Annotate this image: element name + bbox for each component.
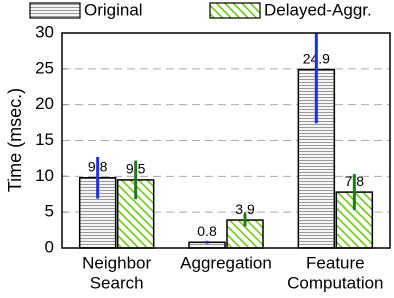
legend-label: Delayed-Aggr.: [264, 0, 372, 19]
x-tick-label: Computation: [287, 273, 383, 292]
x-tick-label: Search: [90, 273, 144, 292]
x-tick-label: Neighbor: [82, 253, 151, 272]
y-tick-label: 5: [45, 202, 54, 221]
x-tick-label: Aggregation: [180, 253, 272, 272]
legend-swatch: [29, 2, 81, 19]
y-tick-label: 0: [45, 237, 54, 256]
y-tick-label: 20: [35, 94, 54, 113]
value-label: 3.9: [235, 201, 255, 217]
y-tick-label: 30: [35, 22, 54, 41]
legend-swatch: [209, 2, 261, 19]
value-label: 0.8: [197, 223, 217, 239]
plot-frame: [61, 32, 391, 249]
y-tick-label: 10: [35, 166, 54, 185]
legend-label: Original: [84, 0, 143, 19]
y-tick-label: 15: [35, 130, 54, 149]
y-axis-label: Time (msec.): [5, 88, 25, 192]
x-tick-label: Feature: [306, 253, 365, 272]
y-tick-label: 25: [35, 58, 54, 77]
